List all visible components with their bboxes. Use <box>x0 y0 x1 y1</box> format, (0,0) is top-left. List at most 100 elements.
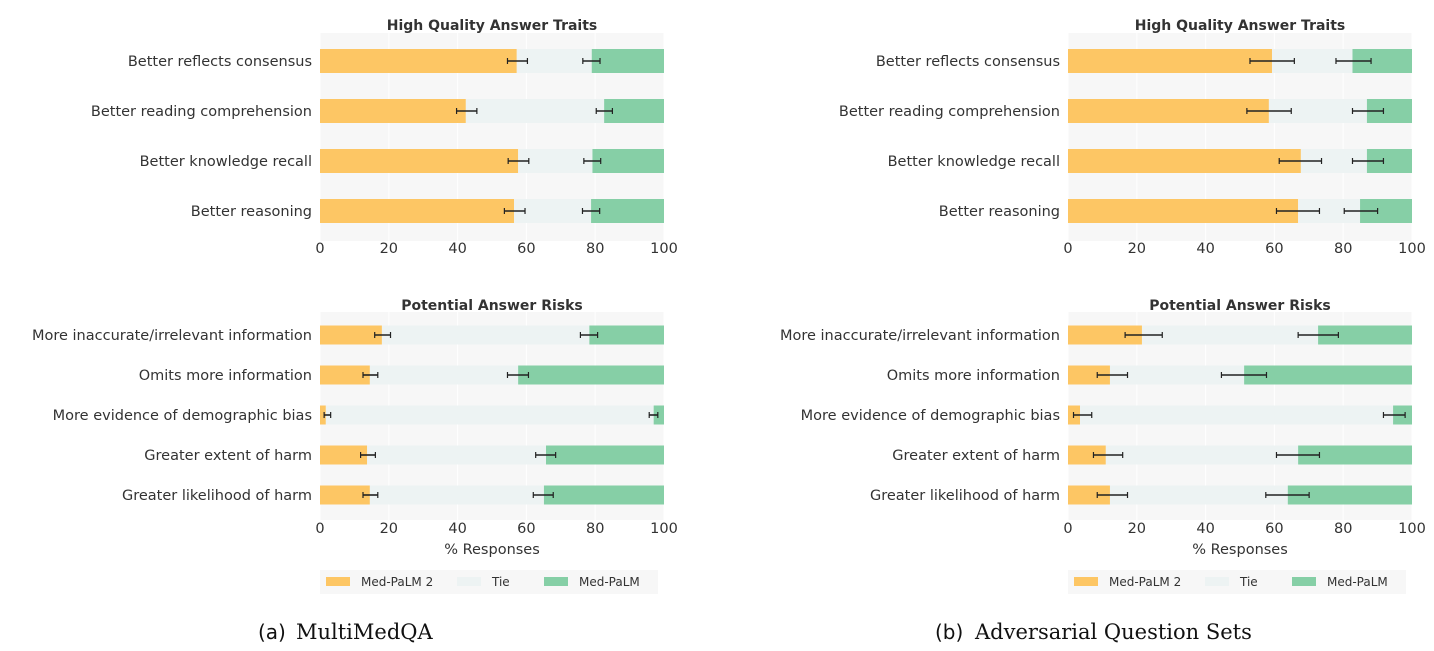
bar-tie <box>518 149 593 173</box>
bar-med-palm-2 <box>1068 199 1299 223</box>
bar-tie <box>514 199 592 223</box>
category-label: Greater extent of harm <box>892 448 1060 464</box>
errorbar-medpalm <box>583 158 602 164</box>
bar-tie <box>1141 325 1319 345</box>
legend-swatch-tie <box>1205 577 1229 586</box>
category-label: Greater likelihood of harm <box>870 488 1060 504</box>
errorbar-medpalm2 <box>455 108 478 114</box>
x-tick-label: 40 <box>448 241 466 257</box>
caption-tag: (a) <box>258 620 286 644</box>
bar-med-palm-2 <box>320 485 370 505</box>
chart-a-high-quality-traits: High Quality Answer Traits Better reflect… <box>91 18 678 257</box>
legend-swatch-medpalm2 <box>326 577 350 586</box>
bar-tie <box>516 49 592 73</box>
chart-title: High Quality Answer Traits <box>387 18 598 34</box>
errorbar-medpalm2 <box>1096 372 1129 378</box>
errorbar-medpalm <box>582 58 601 64</box>
chart-title: Potential Answer Risks <box>401 298 583 314</box>
x-tick-label: 20 <box>1128 241 1146 257</box>
bar-med-palm-2 <box>320 149 519 173</box>
bar-med-palm-2 <box>320 365 370 385</box>
x-tick-label: 40 <box>1196 521 1214 537</box>
x-tick-label: 80 <box>586 241 604 257</box>
x-tick-label: 60 <box>1265 241 1283 257</box>
category-label: More inaccurate/irrelevant information <box>780 328 1060 344</box>
bar-med-palm <box>653 405 664 425</box>
bar-tie <box>1105 445 1299 465</box>
legend-box <box>320 570 658 594</box>
category-label: Better reasoning <box>939 204 1060 220</box>
caption-b: (b) Adversarial Question Sets <box>935 620 1252 644</box>
errorbar-medpalm2 <box>1249 58 1295 64</box>
bar-med-palm <box>546 445 664 465</box>
x-tick-label: 20 <box>380 521 398 537</box>
bar-med-palm-2 <box>320 325 382 345</box>
chart-a-answer-risks: Potential Answer Risks More inaccurate/ir… <box>32 298 678 558</box>
legend-label-medpalm2: Med-PaLM 2 <box>1109 575 1181 589</box>
bar-med-palm <box>592 149 664 173</box>
errorbar-medpalm <box>1265 492 1310 498</box>
caption-a: (a) MultiMedQA <box>258 620 433 644</box>
errorbar-medpalm2 <box>1124 332 1163 338</box>
errorbar-medpalm <box>1275 452 1321 458</box>
bar-med-palm <box>591 199 664 223</box>
x-tick-label: 0 <box>1063 521 1072 537</box>
category-label: Better reasoning <box>191 204 312 220</box>
category-label: Better reflects consensus <box>876 54 1060 70</box>
errorbar-medpalm2 <box>362 372 379 378</box>
bar-med-palm <box>1318 325 1412 345</box>
legend-swatch-medpalm <box>1292 577 1316 586</box>
chart-title: Potential Answer Risks <box>1149 298 1331 314</box>
bar-med-palm <box>591 49 664 73</box>
errorbar-medpalm2 <box>1096 492 1129 498</box>
errorbar-medpalm2 <box>1278 158 1323 164</box>
errorbar-medpalm2 <box>359 452 376 458</box>
bar-med-palm-2 <box>1068 99 1269 123</box>
x-tick-label: 0 <box>1063 241 1072 257</box>
errorbar-medpalm <box>648 412 659 418</box>
x-tick-label: 100 <box>650 241 678 257</box>
x-tick-label: 20 <box>380 241 398 257</box>
category-label: Better knowledge recall <box>140 154 312 170</box>
errorbar-medpalm2 <box>1246 108 1292 114</box>
bar-med-palm-2 <box>320 49 517 73</box>
errorbar-medpalm2 <box>362 492 379 498</box>
legend-label-medpalm: Med-PaLM <box>579 575 640 589</box>
legend-a: Med-PaLM 2 Tie Med-PaLM <box>320 570 658 594</box>
errorbar-medpalm2 <box>374 332 392 338</box>
errorbar-medpalm <box>535 452 557 458</box>
caption-text: MultiMedQA <box>296 620 433 644</box>
legend-swatch-medpalm2 <box>1074 577 1098 586</box>
x-tick-label: 40 <box>448 521 466 537</box>
bar-med-palm-2 <box>1068 445 1106 465</box>
bar-med-palm-2 <box>320 445 368 465</box>
legend-label-medpalm: Med-PaLM <box>1327 575 1388 589</box>
category-label: Better knowledge recall <box>888 154 1060 170</box>
bar-med-palm-2 <box>1068 325 1142 345</box>
category-label: More evidence of demographic bias <box>801 408 1060 424</box>
bar-med-palm <box>604 99 664 123</box>
category-label: Omits more information <box>887 368 1060 384</box>
bar-med-palm <box>1244 365 1412 385</box>
errorbar-medpalm2 <box>503 208 526 214</box>
legend-b: Med-PaLM 2 Tie Med-PaLM <box>1068 570 1406 594</box>
x-tick-label: 40 <box>1196 241 1214 257</box>
bar-tie <box>1080 405 1394 425</box>
category-label: More evidence of demographic bias <box>53 408 312 424</box>
x-tick-label: 80 <box>586 521 604 537</box>
category-label: Better reading comprehension <box>91 104 312 120</box>
bar-tie <box>369 485 544 505</box>
bar-med-palm-2 <box>320 99 466 123</box>
x-tick-label: 80 <box>1334 521 1352 537</box>
category-label: Omits more information <box>139 368 312 384</box>
bar-med-palm-2 <box>1068 365 1110 385</box>
bar-med-palm <box>589 325 664 345</box>
x-tick-label: 100 <box>1398 521 1426 537</box>
chart-b-high-quality-traits: High Quality Answer Traits Better reflect… <box>839 18 1426 257</box>
x-axis-label: % Responses <box>1192 542 1288 558</box>
errorbar-medpalm <box>1220 372 1268 378</box>
caption-text: Adversarial Question Sets <box>974 620 1252 644</box>
errorbar-medpalm <box>1343 208 1379 214</box>
bar-tie <box>367 445 547 465</box>
